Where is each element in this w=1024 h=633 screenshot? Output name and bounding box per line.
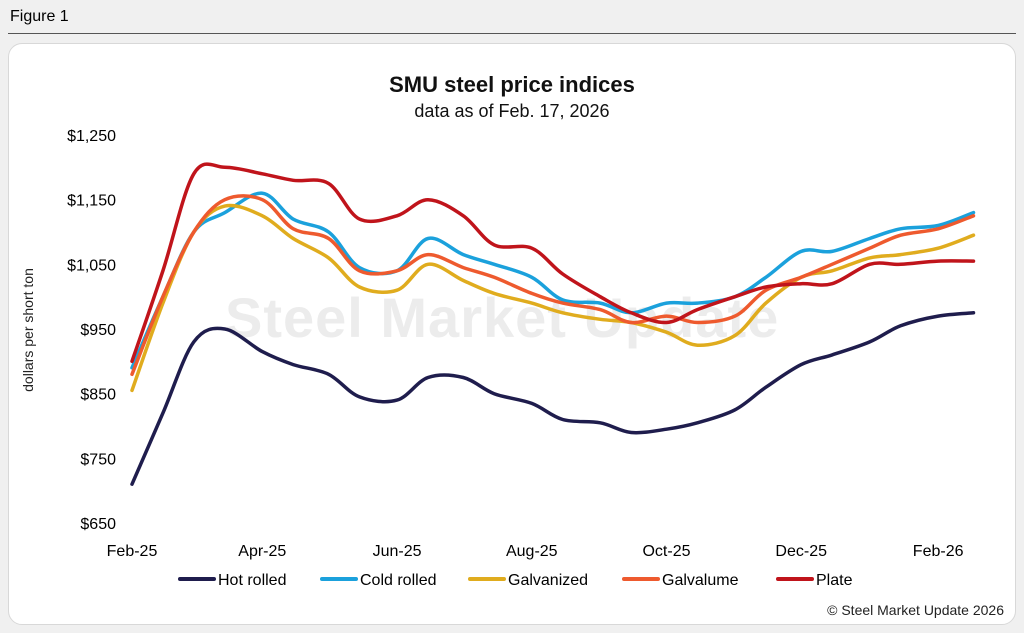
y-tick-label: $1,150 <box>67 193 116 210</box>
x-tick-label: Feb-25 <box>107 543 158 560</box>
y-tick-label: $750 <box>80 451 116 468</box>
figure-rule <box>8 33 1016 34</box>
y-tick-label: $650 <box>80 516 116 533</box>
series-line-hot-rolled <box>130 311 976 486</box>
series-line-galvanized <box>130 203 976 393</box>
legend-label-cold-rolled: Cold rolled <box>360 572 436 589</box>
copyright-notice: © Steel Market Update 2026 <box>827 602 1004 618</box>
series-line-plate <box>130 162 976 364</box>
legend-label-plate: Plate <box>816 572 853 589</box>
legend-label-galvanized: Galvanized <box>508 572 588 589</box>
series-line-cold-rolled <box>130 191 976 370</box>
legend-label-hot-rolled: Hot rolled <box>218 572 286 589</box>
x-tick-label: Dec-25 <box>775 543 827 560</box>
x-tick-label: Apr-25 <box>238 543 286 560</box>
series-line-galvalume <box>130 194 976 377</box>
figure-label: Figure 1 <box>10 8 69 25</box>
x-tick-label: Jun-25 <box>373 543 422 560</box>
y-tick-label: $850 <box>80 387 116 404</box>
y-tick-label: $950 <box>80 322 116 339</box>
y-tick-label: $1,050 <box>67 257 116 274</box>
chart-subtitle: data as of Feb. 17, 2026 <box>414 101 610 121</box>
legend-label-galvalume: Galvalume <box>662 572 739 589</box>
chart-title: SMU steel price indices <box>389 72 635 97</box>
x-tick-label: Oct-25 <box>642 543 690 560</box>
chart-panel <box>8 43 1016 625</box>
y-tick-label: $1,250 <box>67 128 116 145</box>
x-tick-label: Feb-26 <box>913 543 964 560</box>
x-tick-label: Aug-25 <box>506 543 558 560</box>
